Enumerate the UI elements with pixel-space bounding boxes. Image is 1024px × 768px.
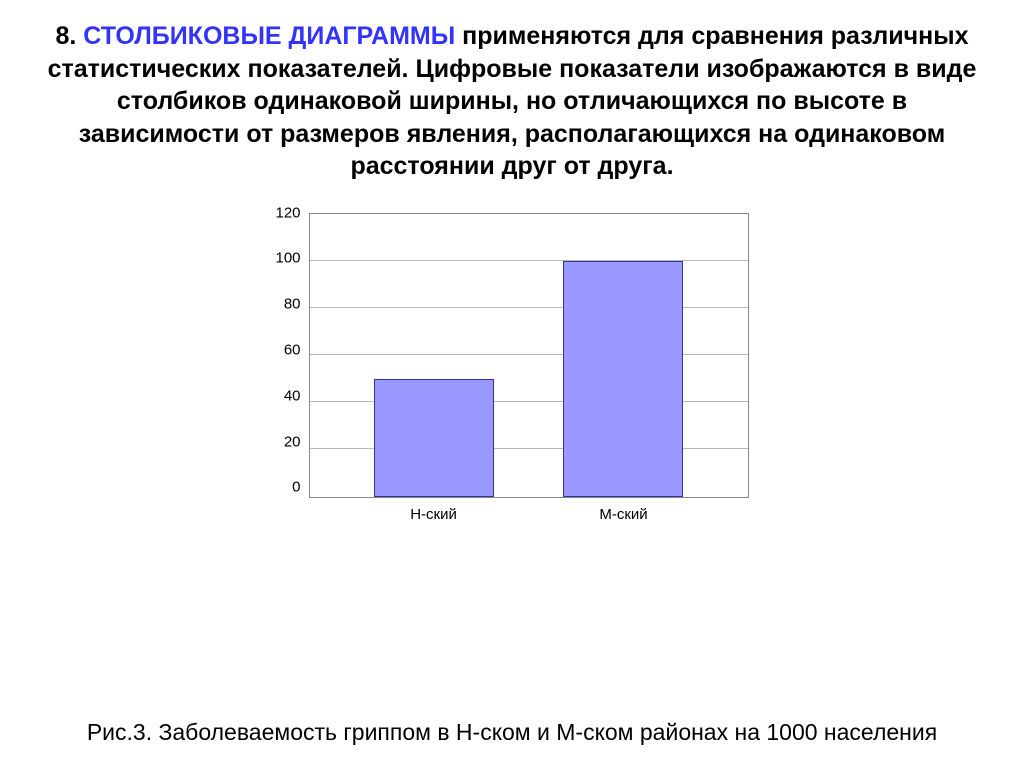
y-tick-label: 0 <box>292 480 300 495</box>
figure-caption: Рис.3. Заболеваемость гриппом в Н-ском и… <box>40 718 984 748</box>
y-tick-label: 100 <box>275 251 300 266</box>
y-axis: 120 100 80 60 40 20 0 <box>275 213 308 503</box>
chart-wrapper: 120 100 80 60 40 20 0 Н-ский М-с <box>40 213 984 699</box>
heading-highlight: СТОЛБИКОВЫЕ ДИАГРАММЫ <box>83 22 455 50</box>
y-tick-label: 80 <box>284 297 301 312</box>
x-axis: Н-ский М-ский <box>309 498 749 523</box>
y-tick-label: 20 <box>284 434 301 449</box>
bar-0 <box>374 379 494 497</box>
bar-chart: 120 100 80 60 40 20 0 Н-ский М-с <box>275 213 748 523</box>
bar-1 <box>563 261 683 497</box>
bars-group <box>310 214 748 497</box>
slide-heading: 8. СТОЛБИКОВЫЕ ДИАГРАММЫ применяются для… <box>40 20 984 183</box>
y-tick-label: 60 <box>284 342 301 357</box>
heading-number: 8. <box>56 22 84 50</box>
plot-container: Н-ский М-ский <box>309 213 749 523</box>
x-tick-label: Н-ский <box>374 506 494 523</box>
y-tick-label: 120 <box>275 205 300 220</box>
x-tick-label: М-ский <box>564 506 684 523</box>
plot-area <box>309 213 749 498</box>
y-tick-label: 40 <box>284 388 301 403</box>
